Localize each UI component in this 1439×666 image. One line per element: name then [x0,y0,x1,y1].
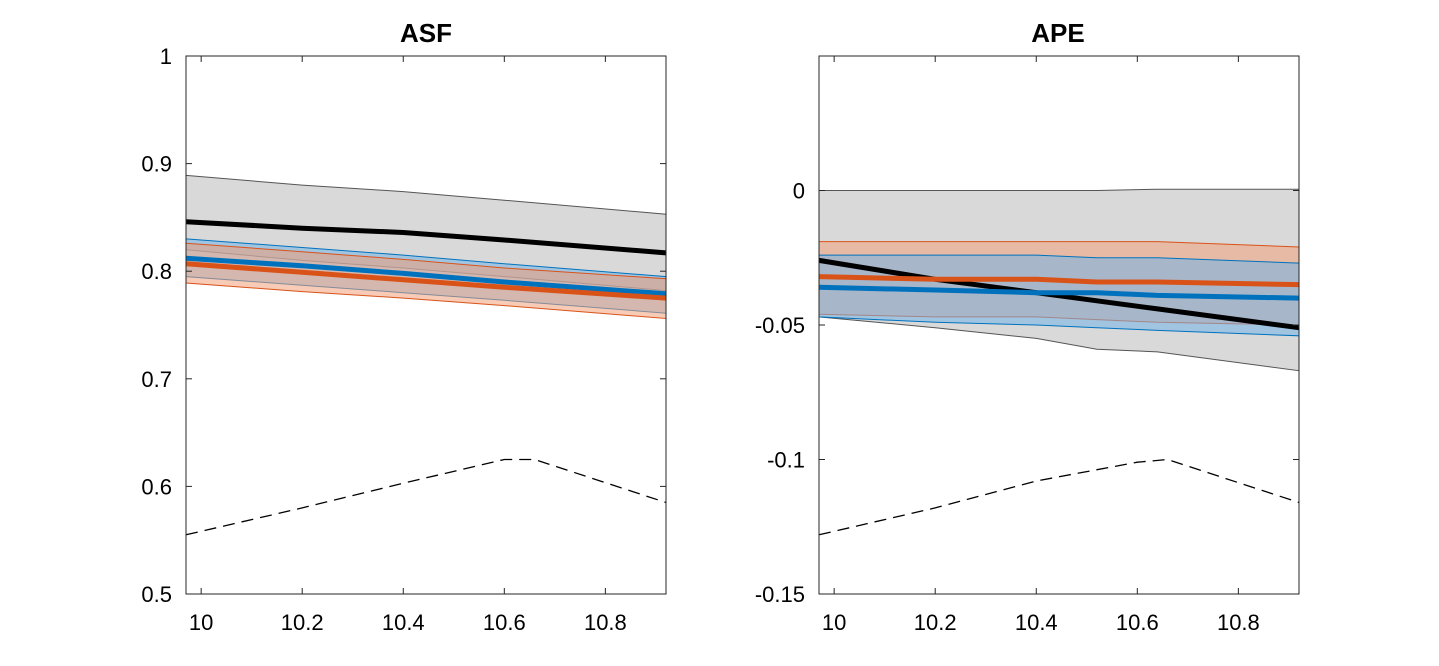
asf-xtick-label: 10.8 [584,610,627,635]
asf-xtick-label: 10 [189,610,213,635]
asf-ytick-label: 0.8 [141,259,172,284]
ape-panel: APE 10 10.2 10.4 10.6 10.8 -0.15 -0.1 -0.05 0 [755,18,1300,635]
ape-xtick-label: 10.2 [914,610,957,635]
asf-series-black [185,219,667,256]
asf-ytick-label: 0.5 [141,582,172,607]
asf-title: ASF [400,18,452,48]
ape-ytick-label: -0.05 [755,313,805,338]
ape-series-orange [818,274,1300,288]
asf-dashed-line [185,458,667,536]
asf-panel: ASF 10 10.2 10.4 10.6 10.8 0.5 0.6 0.7 0.8 0.9 1 [141,18,667,635]
asf-axes-frame [185,55,667,595]
ape-series-blue [818,284,1300,301]
ape-title: APE [1031,18,1084,48]
ape-plot-area [818,188,1300,536]
ape-dashed-line [818,458,1300,536]
asf-ticks: 10 10.2 10.4 10.6 10.8 0.5 0.6 0.7 0.8 0.9 1 [141,44,666,635]
asf-xtick-label: 10.4 [382,610,425,635]
asf-xtick-label: 10.6 [483,610,526,635]
ape-series-black [818,257,1300,331]
asf-ytick-label: 0.6 [141,474,172,499]
asf-ytick-label: 1 [160,44,172,69]
asf-xtick-label: 10.2 [281,610,324,635]
ape-ytick-label: 0 [793,179,805,204]
asf-ytick-label: 0.9 [141,152,172,177]
ape-xtick-label: 10.4 [1015,610,1058,635]
ape-ytick-label: -0.15 [755,582,805,607]
asf-plot-area [185,174,667,536]
ape-ticks: 10 10.2 10.4 10.6 10.8 -0.15 -0.1 -0.05 0 [755,56,1299,635]
ape-xtick-label: 10 [822,610,846,635]
asf-series-orange [185,261,667,301]
ape-xtick-label: 10.8 [1217,610,1260,635]
asf-series-blue [185,255,667,297]
asf-ytick-label: 0.7 [141,367,172,392]
ape-xtick-label: 10.6 [1116,610,1159,635]
ape-ytick-label: -0.1 [767,448,805,473]
